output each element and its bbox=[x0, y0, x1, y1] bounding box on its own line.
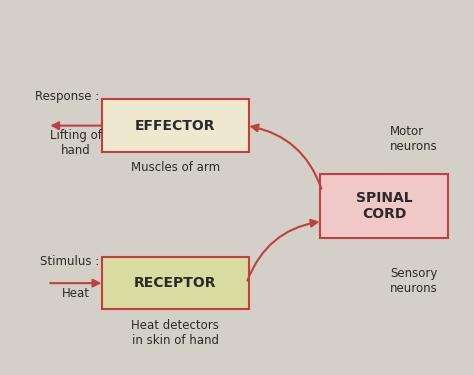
Text: Sensory
neurons: Sensory neurons bbox=[390, 267, 438, 295]
Text: Lifting of
hand: Lifting of hand bbox=[50, 129, 102, 158]
Text: Heat detectors
in skin of hand: Heat detectors in skin of hand bbox=[131, 319, 219, 347]
Text: Motor
neurons: Motor neurons bbox=[390, 125, 438, 153]
FancyBboxPatch shape bbox=[102, 257, 249, 309]
Text: Stimulus :: Stimulus : bbox=[40, 255, 100, 268]
Text: EFFECTOR: EFFECTOR bbox=[135, 118, 216, 133]
Text: Response :: Response : bbox=[35, 90, 100, 103]
Text: Muscles of arm: Muscles of arm bbox=[131, 161, 220, 174]
FancyBboxPatch shape bbox=[320, 174, 448, 238]
Text: SPINAL
CORD: SPINAL CORD bbox=[356, 191, 412, 221]
Text: RECEPTOR: RECEPTOR bbox=[134, 276, 217, 290]
Text: Heat: Heat bbox=[62, 287, 90, 300]
FancyBboxPatch shape bbox=[102, 99, 249, 152]
